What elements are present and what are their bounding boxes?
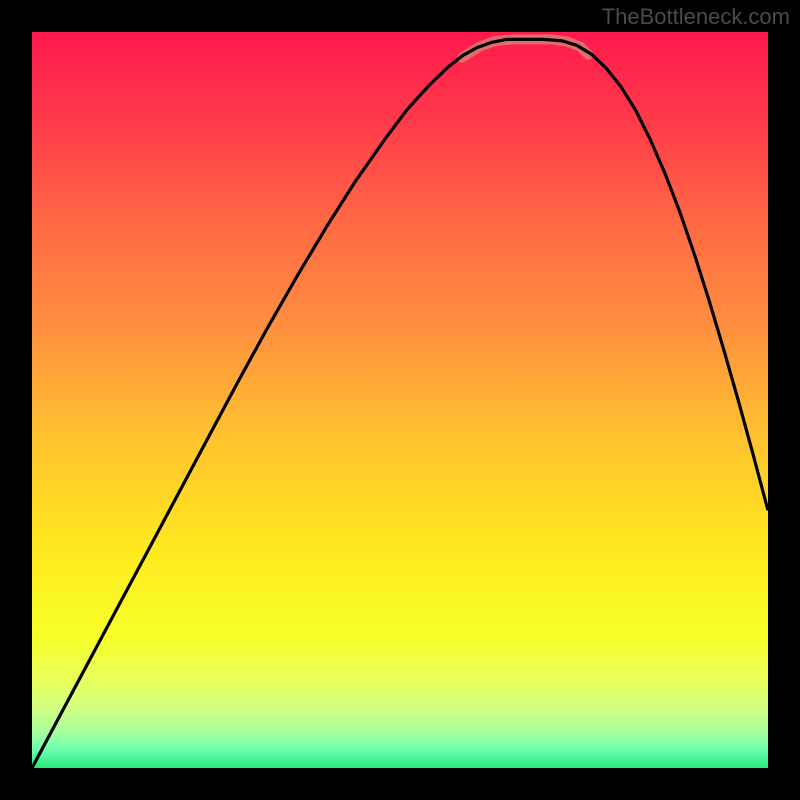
attribution-text: TheBottleneck.com xyxy=(602,4,790,30)
chart-svg xyxy=(32,32,768,768)
bottleneck-chart xyxy=(32,32,768,768)
gradient-background xyxy=(32,32,768,768)
